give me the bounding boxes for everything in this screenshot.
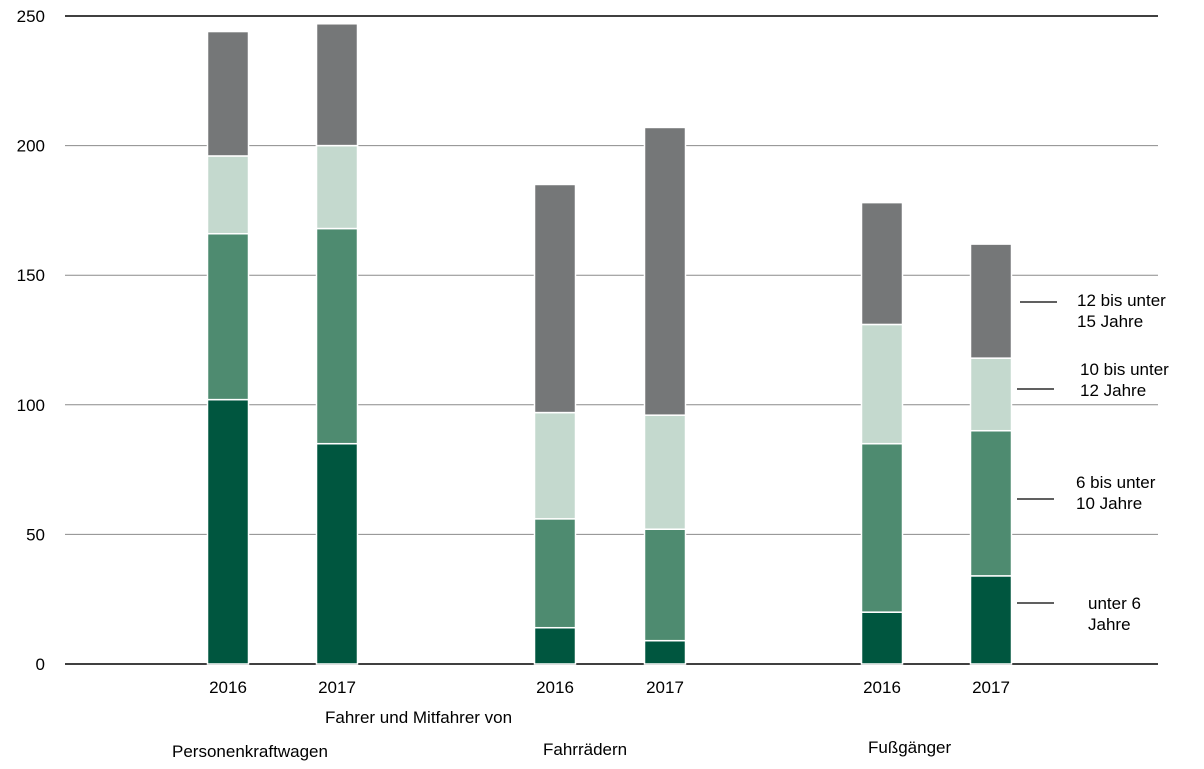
bar-segment-g2-2016-s3 xyxy=(860,201,904,326)
group-label-fahrrad: Fahrrädern xyxy=(543,740,628,759)
bar-segment-g1-2017-s3 xyxy=(643,126,687,416)
bar-segment-g0-2016-s1 xyxy=(206,232,250,401)
legend-entry-6-10-line1: 6 bis unter xyxy=(1076,473,1156,492)
legend-entry-6-10-line2: 10 Jahre xyxy=(1076,494,1143,513)
group-label-fussgaenger: Fußgänger xyxy=(868,738,952,757)
bar-segment-g0-2016-s0 xyxy=(206,398,250,665)
bar-segment-g1-2016-s2 xyxy=(533,411,577,520)
legend-entry-12-15-line1: 12 bis unter xyxy=(1077,291,1166,310)
bar-segment-g0-2017-s0 xyxy=(315,442,359,665)
bar-segment-g1-2016-s0 xyxy=(533,626,577,665)
bar-segment-g0-2016-s3 xyxy=(206,30,250,157)
x-tick-label-g1-2017: 2017 xyxy=(646,678,684,697)
bar-segment-g2-2017-s3 xyxy=(969,243,1013,359)
bar-segment-g1-2017-s1 xyxy=(643,528,687,642)
bar-segment-g2-2017-s2 xyxy=(969,357,1013,432)
group-label-pkw: Personenkraftwagen xyxy=(172,742,328,761)
bar-segment-g1-2016-s3 xyxy=(533,183,577,414)
x-tick-label-g0-2017: 2017 xyxy=(318,678,356,697)
bars xyxy=(206,23,1013,665)
bar-segment-g2-2017-s1 xyxy=(969,429,1013,577)
y-tick-label-0: 0 xyxy=(36,655,45,674)
legend-entry-unter-6-line2: Jahre xyxy=(1088,615,1131,634)
bar-segment-g0-2017-s1 xyxy=(315,227,359,445)
bar-segment-g1-2016-s1 xyxy=(533,518,577,629)
legend-leader-lines xyxy=(1017,301,1057,604)
legend-entry-10-12-line2: 12 Jahre xyxy=(1080,381,1147,400)
legend-entry-unter-6-line1: unter 6 xyxy=(1088,594,1141,613)
y-axis-ticks: 0 50 100 150 200 250 xyxy=(17,7,45,674)
legend-entry-12-15-line2: 15 Jahre xyxy=(1077,312,1144,331)
bar-segment-g1-2017-s0 xyxy=(643,639,687,665)
y-tick-label-250: 250 xyxy=(17,7,45,26)
bar-segment-g0-2016-s2 xyxy=(206,155,250,235)
bar-segment-g1-2017-s2 xyxy=(643,414,687,530)
x-tick-label-g0-2016: 2016 xyxy=(209,678,247,697)
x-axis-title: Fahrer und Mitfahrer von xyxy=(325,708,513,727)
x-tick-label-g1-2016: 2016 xyxy=(536,678,574,697)
legend-entry-10-12-line1: 10 bis unter xyxy=(1080,360,1169,379)
bar-segment-g2-2016-s1 xyxy=(860,442,904,613)
y-tick-label-150: 150 xyxy=(17,266,45,285)
bar-segment-g2-2016-s2 xyxy=(860,323,904,445)
legend-entry-6-10: 6 bis unter 10 Jahre xyxy=(1076,472,1155,514)
bar-segment-g0-2017-s3 xyxy=(315,23,359,147)
x-axis-ticks: 2016 2017 2016 2017 2016 2017 xyxy=(209,678,1010,697)
legend-entry-12-15: 12 bis unter 15 Jahre xyxy=(1077,290,1166,332)
bar-segment-g0-2017-s2 xyxy=(315,144,359,230)
y-tick-label-100: 100 xyxy=(17,396,45,415)
y-tick-label-50: 50 xyxy=(26,525,45,544)
legend-entry-10-12: 10 bis unter 12 Jahre xyxy=(1080,359,1169,401)
x-tick-label-g2-2016: 2016 xyxy=(863,678,901,697)
y-tick-label-200: 200 xyxy=(17,137,45,156)
bar-segment-g2-2016-s0 xyxy=(860,611,904,665)
x-tick-label-g2-2017: 2017 xyxy=(972,678,1010,697)
bar-segment-g2-2017-s0 xyxy=(969,575,1013,665)
legend-entry-unter-6: unter 6 Jahre xyxy=(1088,593,1141,635)
